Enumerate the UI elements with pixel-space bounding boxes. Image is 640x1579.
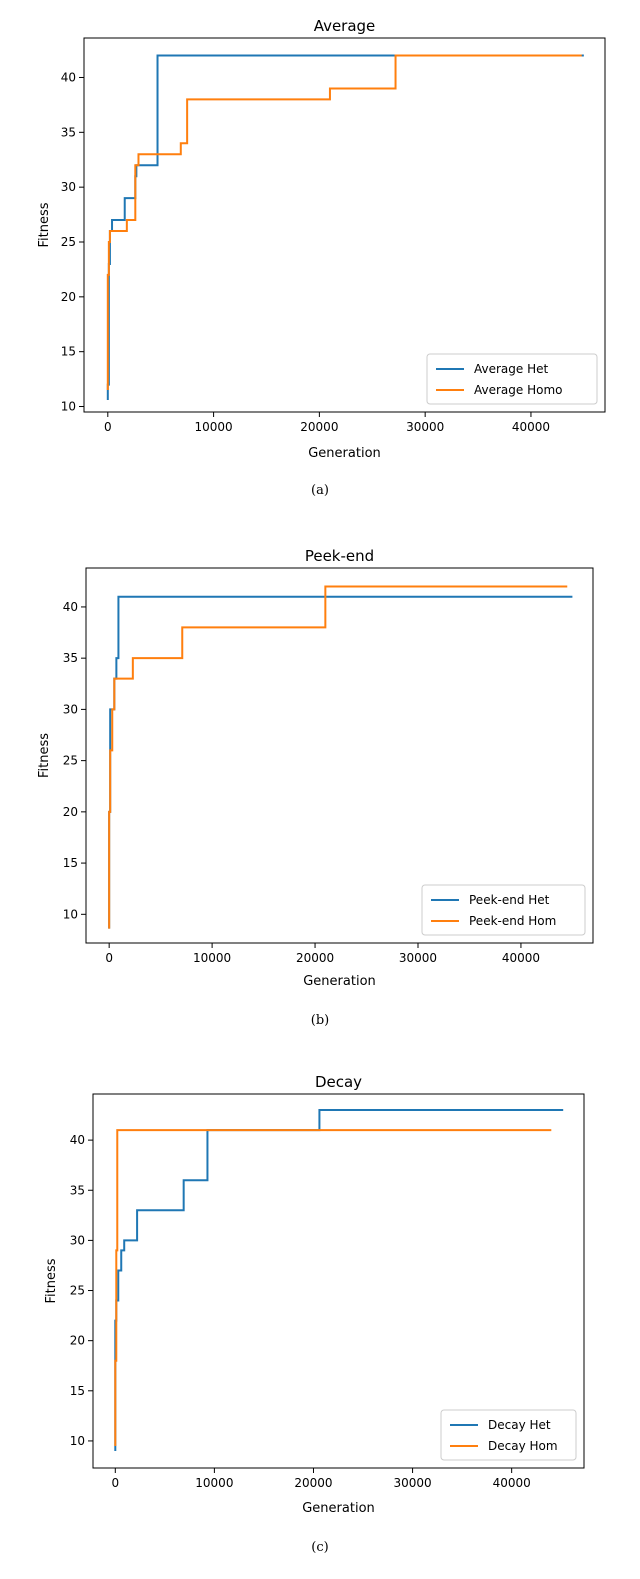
- x-axis-label: Generation: [302, 1501, 375, 1516]
- y-tick-label: 10: [61, 400, 76, 414]
- x-tick-label: 30000: [399, 951, 437, 965]
- figure-caption: (a): [311, 483, 329, 498]
- x-tick-label: 30000: [393, 1476, 431, 1490]
- y-tick-label: 15: [61, 345, 76, 359]
- series-line-0: [106, 54, 584, 400]
- series-line-1: [106, 54, 582, 391]
- series-group: [114, 1109, 564, 1451]
- legend: Peek-end Het Peek-end Hom: [421, 884, 586, 936]
- y-tick-label: 10: [63, 907, 78, 921]
- chart-2: Decay 0 10000 20000 30000 40000 10 15 20 25 30 35 40…: [44, 1073, 585, 1555]
- y-tick-label: 10: [70, 1434, 85, 1448]
- y-tick-label: 40: [70, 1133, 85, 1147]
- x-tick-label: 0: [111, 1476, 119, 1490]
- legend-box: [426, 353, 598, 405]
- y-tick-label: 30: [61, 180, 76, 194]
- x-tick-label: 40000: [493, 1476, 531, 1490]
- y-tick-label: 30: [63, 702, 78, 716]
- x-tick-label: 20000: [294, 1476, 332, 1490]
- y-tick-label: 20: [70, 1334, 85, 1348]
- series-line-0: [114, 1109, 564, 1451]
- figure-caption: (c): [311, 1540, 328, 1555]
- x-tick-label: 40000: [512, 420, 550, 434]
- x-axis-label: Generation: [308, 446, 381, 461]
- y-axis-label: Fitness: [44, 1258, 59, 1303]
- x-tick-label: 20000: [300, 420, 338, 434]
- y-axis-label: Fitness: [37, 202, 52, 247]
- legend: Average Het Average Homo: [426, 353, 598, 405]
- legend-label-0: Average Het: [474, 362, 548, 376]
- y-tick-label: 20: [63, 805, 78, 819]
- y-tick-label: 25: [63, 754, 78, 768]
- legend-label-1: Average Homo: [474, 383, 563, 397]
- legend-label-0: Decay Het: [488, 1418, 551, 1432]
- series-group: [108, 585, 573, 929]
- axes-frame: [92, 1093, 585, 1469]
- y-tick-label: 15: [63, 856, 78, 870]
- legend-box: [440, 1409, 577, 1461]
- x-tick-label: 40000: [502, 951, 540, 965]
- y-tick-label: 25: [61, 235, 76, 249]
- legend: Decay Het Decay Hom: [440, 1409, 577, 1461]
- chart-title: Decay: [315, 1073, 362, 1091]
- series-line-0: [108, 595, 573, 929]
- y-tick-label: 20: [61, 290, 76, 304]
- x-tick-label: 0: [104, 420, 112, 434]
- chart-title: Average: [314, 17, 376, 35]
- y-tick-label: 40: [61, 70, 76, 84]
- chart-title: Peek-end: [305, 547, 374, 565]
- figure-caption: (b): [311, 1013, 329, 1028]
- x-tick-label: 0: [105, 951, 113, 965]
- legend-label-1: Decay Hom: [488, 1439, 558, 1453]
- series-line-1: [114, 1129, 552, 1446]
- x-tick-label: 30000: [406, 420, 444, 434]
- x-tick-label: 10000: [193, 951, 231, 965]
- y-tick-label: 35: [63, 651, 78, 665]
- x-tick-label: 20000: [296, 951, 334, 965]
- series-line-1: [108, 585, 568, 929]
- y-tick-label: 35: [70, 1183, 85, 1197]
- x-tick-label: 10000: [195, 1476, 233, 1490]
- chart-0: Average 0 10000 20000 30000 40000 10 15 20 25 30 35…: [37, 17, 606, 498]
- y-axis-label: Fitness: [37, 733, 52, 778]
- legend-label-1: Peek-end Hom: [469, 914, 556, 928]
- series-group: [106, 54, 584, 400]
- y-tick-label: 25: [70, 1284, 85, 1298]
- chart-1: Peek-end 0 10000 20000 30000 40000 10 15 20 25 30 3…: [37, 547, 594, 1028]
- x-axis-label: Generation: [303, 974, 376, 989]
- y-tick-label: 35: [61, 125, 76, 139]
- y-tick-label: 30: [70, 1233, 85, 1247]
- y-tick-label: 15: [70, 1384, 85, 1398]
- legend-label-0: Peek-end Het: [469, 893, 550, 907]
- legend-box: [421, 884, 586, 936]
- axes-frame: [85, 567, 594, 944]
- x-tick-label: 10000: [194, 420, 232, 434]
- axes-frame: [83, 37, 606, 413]
- y-tick-label: 40: [63, 600, 78, 614]
